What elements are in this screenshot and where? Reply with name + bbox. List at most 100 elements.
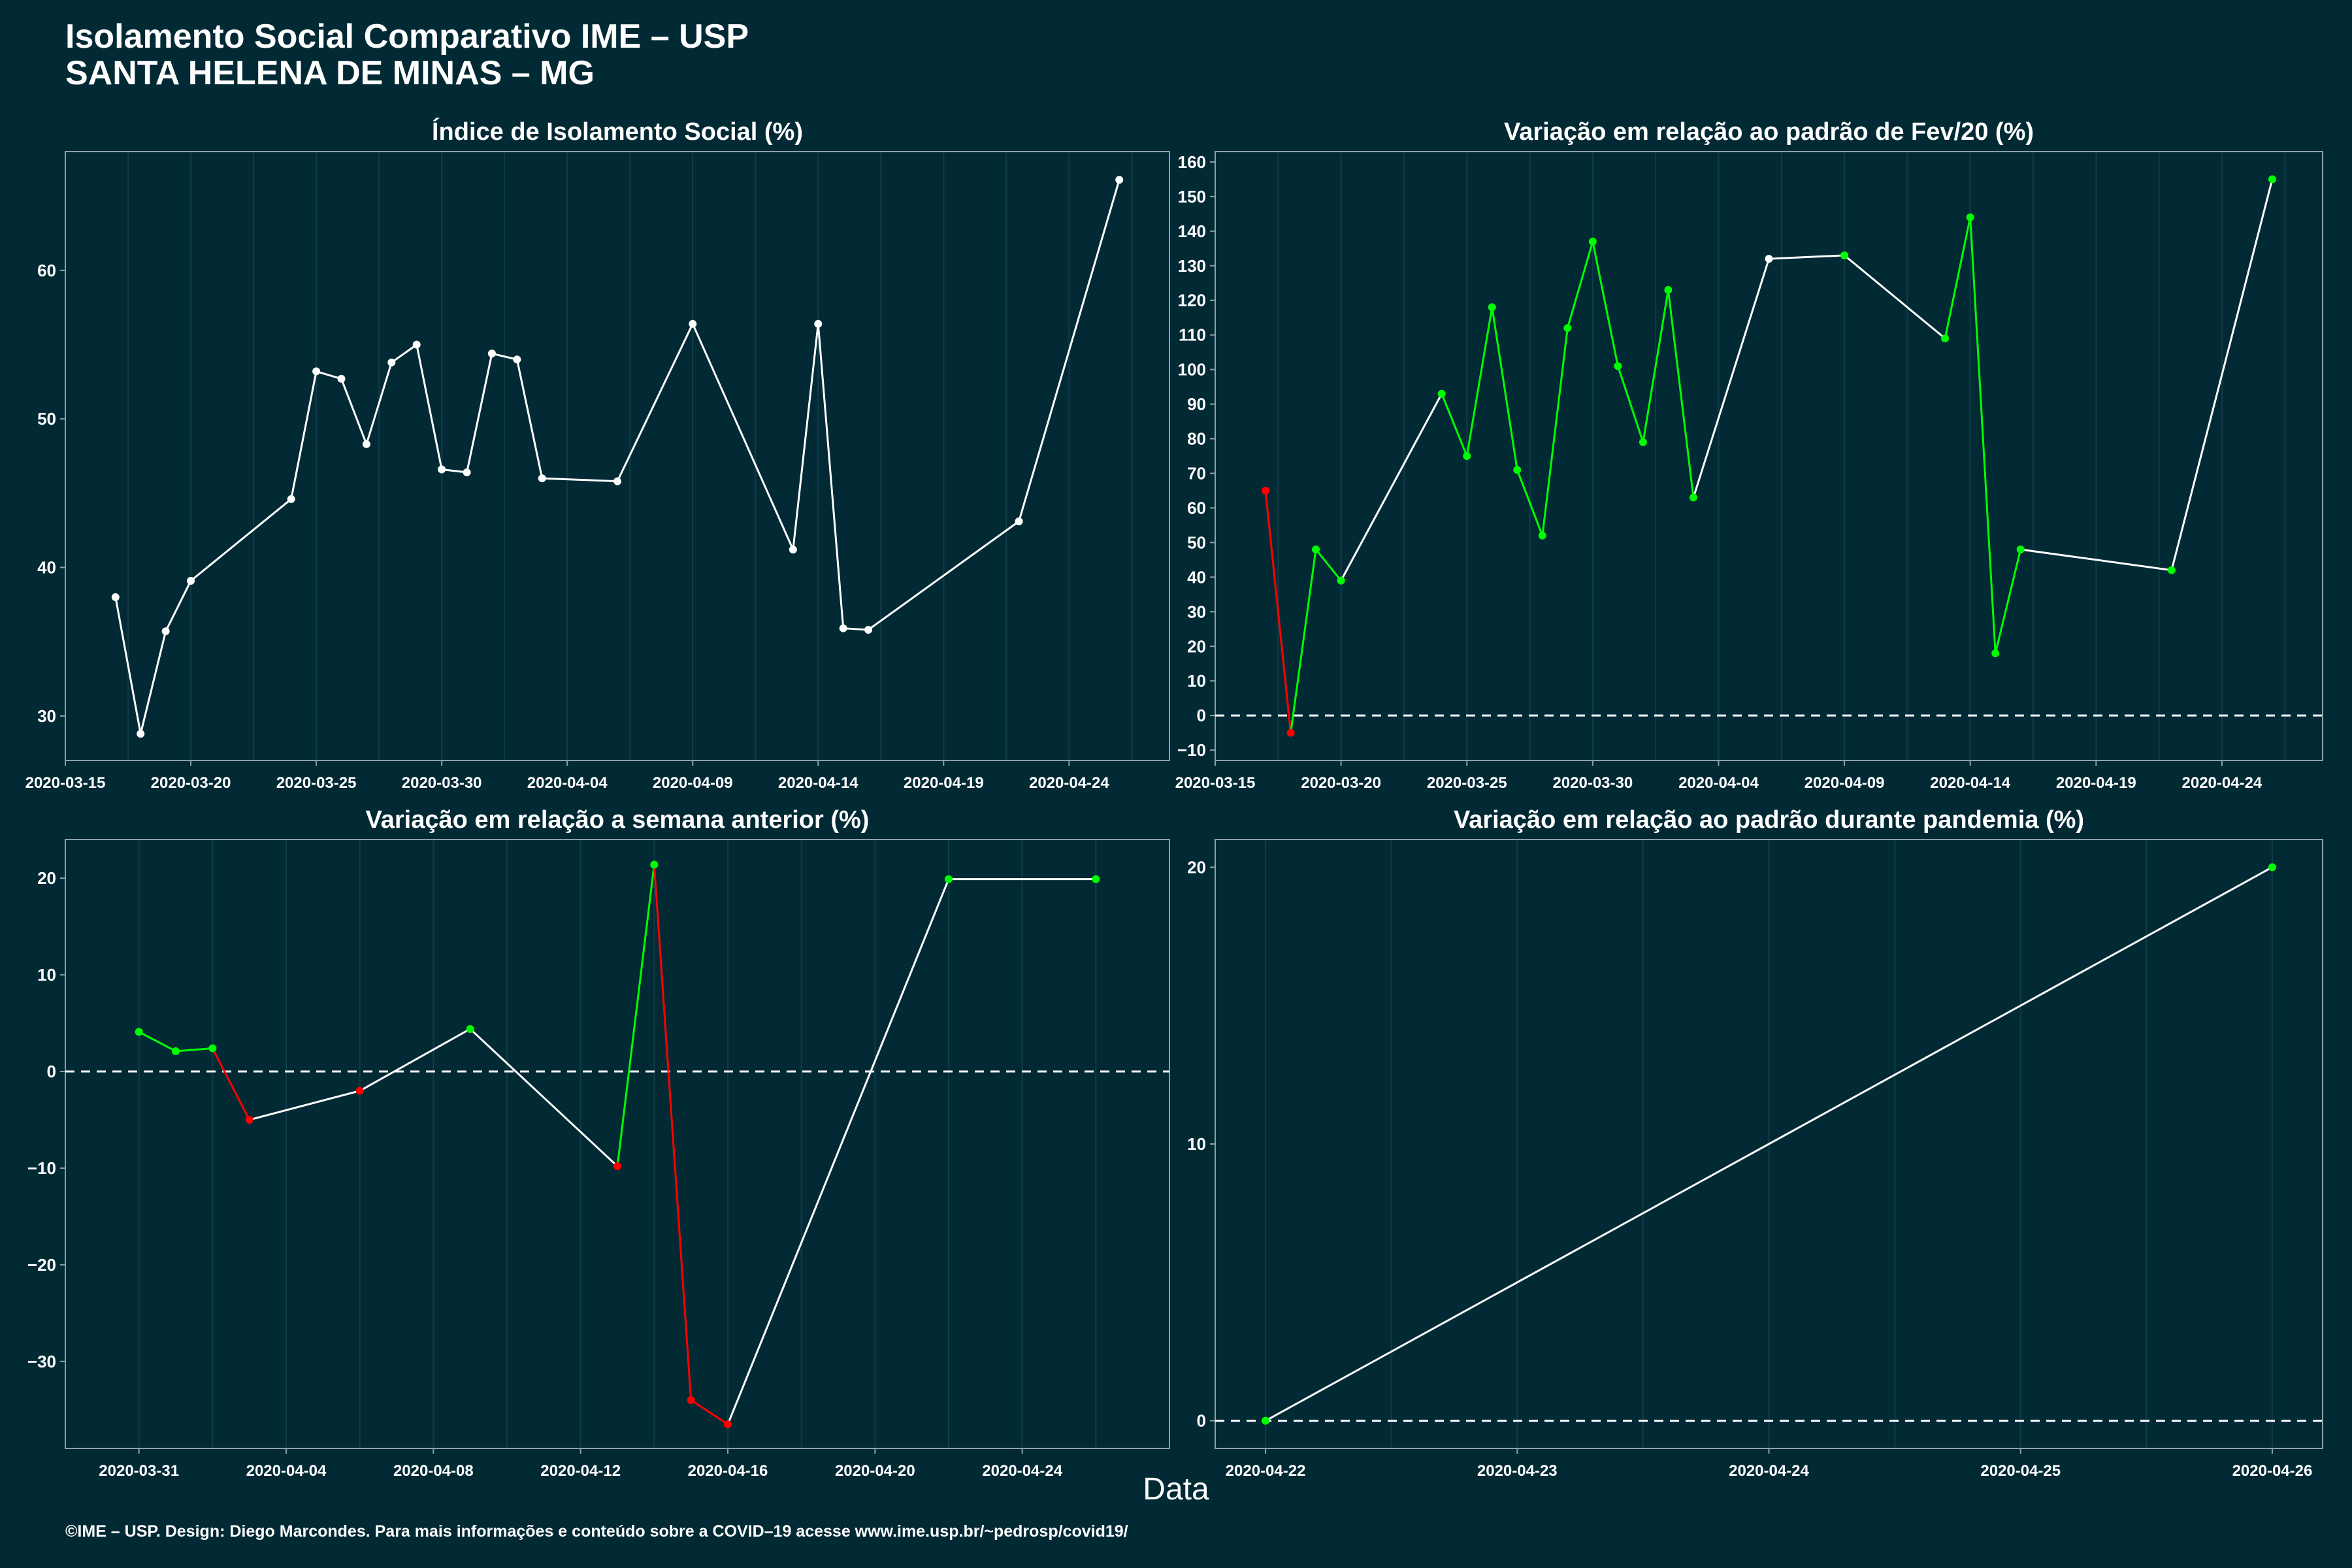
data-point <box>864 625 873 634</box>
data-point <box>1312 545 1320 553</box>
series-segment <box>491 352 517 361</box>
data-point <box>1614 362 1622 370</box>
y-tick-label: 40 <box>1187 567 1206 587</box>
data-point <box>1115 176 1124 184</box>
x-tick-label: 2020-04-09 <box>1805 774 1885 792</box>
series-segment <box>359 1028 471 1092</box>
panel-title: Índice de Isolamento Social (%) <box>432 117 803 146</box>
series-segment <box>441 468 467 474</box>
series-segment <box>466 353 493 473</box>
x-tick-label: 2020-04-23 <box>1477 1462 1558 1480</box>
y-tick-label: 110 <box>1179 325 1206 345</box>
series-segment <box>616 323 694 482</box>
data-point <box>945 875 953 883</box>
x-tick-label: 2020-03-30 <box>402 774 482 792</box>
panel-title: Variação em relação a semana anterior (%… <box>366 806 870 834</box>
x-tick-label: 2020-04-14 <box>778 774 858 792</box>
data-point <box>187 576 195 585</box>
x-tick-label: 2020-04-04 <box>527 774 608 792</box>
x-tick-label: 2020-04-04 <box>246 1462 327 1480</box>
series-segment <box>139 630 167 734</box>
x-tick-label: 2020-04-12 <box>540 1462 621 1480</box>
data-point <box>412 340 421 349</box>
x-tick-label: 2020-04-20 <box>835 1462 915 1480</box>
x-axis-label: Data <box>1143 1472 1209 1507</box>
x-tick-label: 2020-04-24 <box>2182 774 2262 792</box>
series-segment <box>469 1028 619 1168</box>
series-segment <box>1516 469 1544 536</box>
data-point <box>1463 452 1471 460</box>
y-tick-label: 40 <box>37 557 56 577</box>
series-segment <box>1290 549 1317 733</box>
plot-frame <box>65 839 1170 1449</box>
data-point <box>466 1024 474 1033</box>
series-segment <box>1264 490 1292 733</box>
y-tick-label: −20 <box>27 1255 56 1275</box>
data-point <box>172 1047 180 1055</box>
series-segment <box>1616 365 1644 443</box>
data-point <box>1765 255 1773 263</box>
data-point <box>1664 286 1673 294</box>
data-point <box>245 1116 253 1124</box>
x-tick-label: 2020-04-24 <box>982 1462 1062 1480</box>
data-point <box>1588 237 1597 246</box>
x-tick-label: 2020-04-26 <box>2232 1462 2313 1480</box>
data-point <box>1262 1416 1270 1425</box>
y-tick-label: 50 <box>37 409 56 429</box>
y-tick-label: 0 <box>1197 1411 1206 1431</box>
series-segment <box>365 362 393 445</box>
series-segment <box>1265 866 2273 1422</box>
series-segment <box>1769 254 1845 260</box>
series-segment <box>290 371 318 500</box>
data-point <box>137 730 145 738</box>
y-tick-label: 30 <box>37 706 56 726</box>
series-segment <box>1592 241 1619 367</box>
series-segment <box>249 1090 361 1121</box>
series-segment <box>1491 307 1518 470</box>
series-segment <box>653 864 693 1401</box>
y-tick-label: 10 <box>37 965 56 985</box>
data-point <box>1538 531 1546 540</box>
x-tick-label: 2020-04-08 <box>393 1462 474 1480</box>
data-point <box>1092 875 1100 883</box>
panel-title: Variação em relação ao padrão de Fev/20 … <box>1504 118 2034 146</box>
y-tick-label: 90 <box>1187 395 1206 414</box>
data-point <box>1437 389 1446 398</box>
series-segment <box>1340 393 1443 581</box>
data-point <box>2167 566 2176 574</box>
y-tick-label: 10 <box>1187 671 1206 691</box>
x-tick-label: 2020-03-25 <box>276 774 357 792</box>
data-point <box>1337 576 1345 585</box>
chart-panel-2: Variação em relação ao padrão de Fev/20 … <box>1175 118 2323 792</box>
y-tick-label: 120 <box>1178 291 1206 310</box>
series-segment <box>138 1031 176 1053</box>
y-tick-label: 150 <box>1178 187 1206 206</box>
main-title: Isolamento Social Comparativo IME – USP <box>65 18 749 56</box>
data-point <box>1015 517 1023 526</box>
y-tick-label: 160 <box>1178 152 1206 172</box>
series-segment <box>1566 241 1594 329</box>
x-tick-label: 2020-04-25 <box>1980 1462 2061 1480</box>
x-tick-label: 2020-03-20 <box>1301 774 1381 792</box>
data-point <box>387 358 396 367</box>
series-segment <box>792 323 819 550</box>
x-tick-label: 2020-04-14 <box>1930 774 2010 792</box>
series-segment <box>1541 327 1569 536</box>
plot-frame <box>65 151 1170 761</box>
data-point <box>1991 649 2000 657</box>
series-segment <box>1642 289 1669 443</box>
data-point <box>208 1044 217 1053</box>
y-tick-label: 100 <box>1178 360 1206 380</box>
y-tick-label: 60 <box>37 261 56 280</box>
x-tick-label: 2020-04-24 <box>1729 1462 1809 1480</box>
x-tick-label: 2020-03-30 <box>1552 774 1633 792</box>
chart-title-block: Isolamento Social Comparativo IME – USP … <box>65 18 749 91</box>
data-point <box>2268 175 2276 184</box>
data-point <box>1286 728 1295 737</box>
y-tick-label: 0 <box>47 1062 56 1081</box>
series-segment <box>1994 549 2022 654</box>
data-point <box>355 1086 364 1095</box>
data-point <box>1639 438 1647 446</box>
data-point <box>689 319 697 328</box>
